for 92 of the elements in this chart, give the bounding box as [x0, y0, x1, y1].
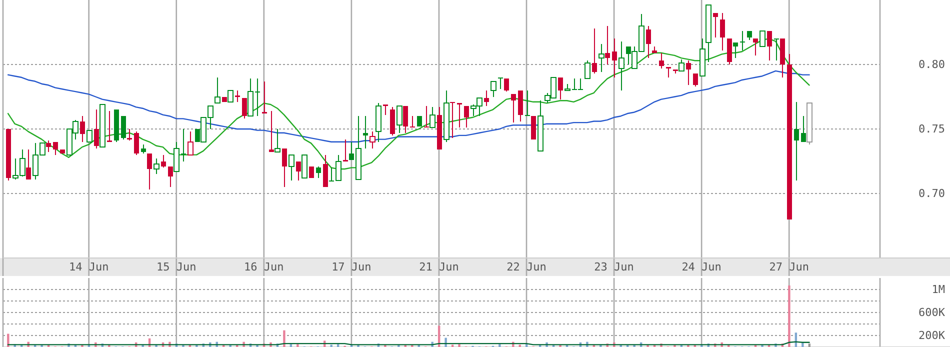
candlestick: [727, 38, 732, 65]
candlestick: [484, 90, 489, 106]
candlestick: [612, 38, 617, 78]
x-tick-label: 23 Jun: [594, 260, 634, 274]
bar: [283, 330, 286, 347]
candlestick: [282, 148, 287, 188]
candlestick: [46, 140, 51, 153]
bar: [296, 344, 299, 347]
candlestick: [121, 116, 126, 140]
candlestick: [592, 28, 597, 74]
candlestick: [511, 94, 516, 124]
candlestick: [134, 131, 139, 156]
x-tick-label: 21 Jun: [419, 260, 459, 274]
candlestick: [753, 38, 758, 56]
candlestick: [740, 30, 745, 51]
candlestick: [370, 131, 376, 149]
candlestick: [86, 130, 92, 142]
candlestick: [774, 38, 779, 62]
y-tick-label: 600K: [918, 306, 946, 319]
candlestick: [794, 101, 799, 182]
bar: [336, 344, 340, 347]
candlestick: [504, 78, 509, 92]
candlestick: [605, 25, 610, 65]
candlestick: [720, 12, 725, 51]
bar: [498, 344, 501, 347]
x-tick-label: 17 Jun: [332, 260, 372, 274]
x-tick-label: 16 Jun: [244, 260, 284, 274]
candlestick: [296, 160, 301, 182]
bar: [290, 344, 292, 347]
candlestick: [80, 116, 85, 142]
candlestick: [801, 116, 806, 142]
candlestick: [686, 60, 691, 86]
y-tick-label: 200K: [918, 329, 946, 342]
bar: [788, 285, 790, 347]
candlestick: [316, 166, 321, 179]
candlestick: [646, 25, 651, 59]
candlestick: [558, 76, 563, 100]
bar: [802, 342, 804, 347]
y-tick-label: 0.75: [918, 122, 945, 136]
candlestick: [618, 40, 624, 91]
candlestick: [302, 154, 308, 179]
y-tick-label: 0.70: [918, 187, 945, 200]
candlestick: [26, 149, 31, 180]
candlestick: [760, 30, 766, 47]
candlestick: [228, 90, 234, 102]
x-tick-label: 15 Jun: [156, 260, 196, 274]
candlestick: [525, 90, 530, 116]
candlestick: [269, 110, 274, 153]
candlestick: [214, 76, 220, 104]
candlestick: [242, 98, 247, 120]
candlestick: [154, 158, 160, 175]
x-tick-label: 24 Jun: [682, 260, 722, 274]
candlestick: [659, 52, 664, 69]
candlestick: [767, 30, 772, 62]
candlestick: [168, 166, 173, 188]
candlestick: [53, 141, 58, 156]
candlestick: [733, 42, 738, 59]
candlestick: [288, 154, 294, 182]
candlestick: [693, 73, 698, 87]
candlestick: [396, 105, 402, 134]
candlestick: [262, 80, 267, 114]
candlestick: [94, 109, 99, 149]
line-series: [7, 70, 810, 142]
candlestick: [457, 102, 462, 128]
candlestick: [147, 153, 152, 190]
candlestick: [343, 138, 348, 162]
candlestick: [598, 43, 604, 73]
candlestick: [235, 90, 240, 102]
candlestick: [584, 60, 590, 80]
y-tick-label: 0.80: [918, 58, 945, 71]
bar: [458, 344, 460, 347]
candlestick: [403, 105, 408, 134]
candlestick: [490, 80, 496, 98]
bar: [808, 344, 810, 347]
candlestick: [498, 76, 503, 90]
candlestick: [464, 105, 469, 128]
candlestick: [323, 154, 328, 188]
candlestick: [430, 106, 436, 128]
candlestick: [363, 116, 368, 149]
candlestick: [127, 128, 132, 142]
x-tick-label: 14 Jun: [68, 260, 109, 274]
candlestick: [666, 66, 671, 78]
candlestick: [161, 154, 166, 168]
candlestick: [188, 131, 194, 156]
y-tick-label: 1M: [932, 283, 946, 296]
candlestick: [107, 110, 112, 142]
candlestick: [713, 12, 718, 38]
candlestick: [274, 128, 280, 153]
x-tick-label: 27 Jun: [769, 260, 809, 274]
candlestick: [141, 144, 146, 154]
x-tick-label: 22 Jun: [506, 260, 546, 274]
candlestick: [678, 58, 684, 72]
